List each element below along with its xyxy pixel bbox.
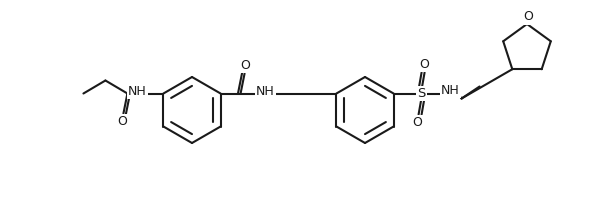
Text: O: O [118, 115, 127, 128]
Text: O: O [523, 10, 533, 23]
Text: O: O [420, 58, 430, 71]
Text: O: O [413, 116, 423, 129]
Text: S: S [417, 87, 426, 100]
Text: NH: NH [128, 85, 147, 98]
Text: O: O [241, 59, 251, 72]
Text: NH: NH [441, 84, 460, 97]
Text: NH: NH [256, 85, 275, 98]
